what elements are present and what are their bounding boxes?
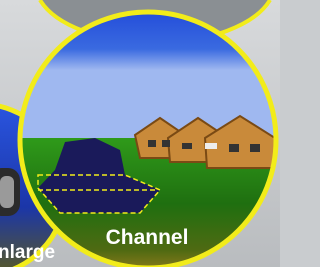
page: nlarge Channel (() => { const data = JSO… (0, 0, 280, 267)
side-icon-detail (0, 176, 14, 208)
screenshot: nlarge Channel (0, 0, 280, 267)
side-label: nlarge (0, 242, 55, 263)
channel-label: Channel (106, 226, 189, 249)
